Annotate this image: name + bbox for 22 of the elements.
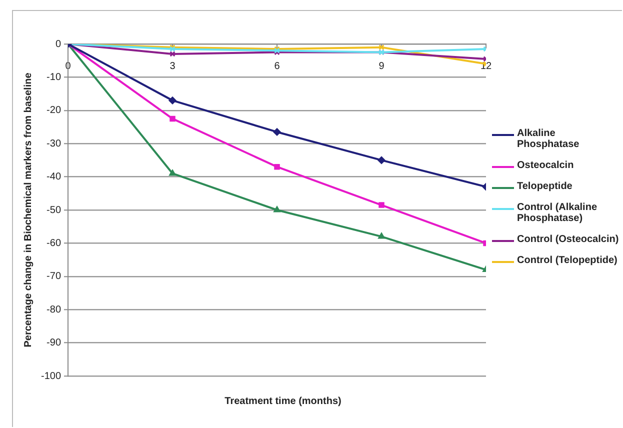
legend-label: Osteocalcin [517, 160, 574, 171]
y-tick-label: -90 [46, 338, 62, 349]
x-tick-label: 9 [378, 60, 385, 72]
y-tick-label: -30 [46, 138, 62, 150]
y-tick-label: 0 [55, 38, 62, 50]
y-tick-label: -100 [41, 370, 62, 382]
legend-label: Control (Osteocalcin) [517, 234, 619, 245]
y-tick-label: -80 [46, 304, 62, 316]
y-tick-label: -50 [46, 204, 62, 216]
legend-label: Alkaline Phosphatase [517, 128, 580, 150]
x-axis-title: Treatment time (months) [224, 396, 342, 407]
y-axis-title: Percentage change in Biochemical markers from baseline [22, 72, 34, 348]
y-tick-label: -20 [46, 105, 62, 116]
y-tick-label: -10 [46, 72, 62, 83]
legend-label: Control (Alkaline Phosphatase) [517, 202, 598, 224]
y-tick-label: -70 [46, 271, 62, 282]
y-tick-label: -40 [46, 172, 62, 183]
y-tick-label: -60 [46, 238, 62, 249]
x-tick-label: 6 [274, 60, 280, 72]
legend-label: Telopeptide [517, 181, 572, 192]
legend-label: Control (Telopeptide) [517, 255, 618, 266]
x-tick-label: 3 [170, 60, 176, 72]
